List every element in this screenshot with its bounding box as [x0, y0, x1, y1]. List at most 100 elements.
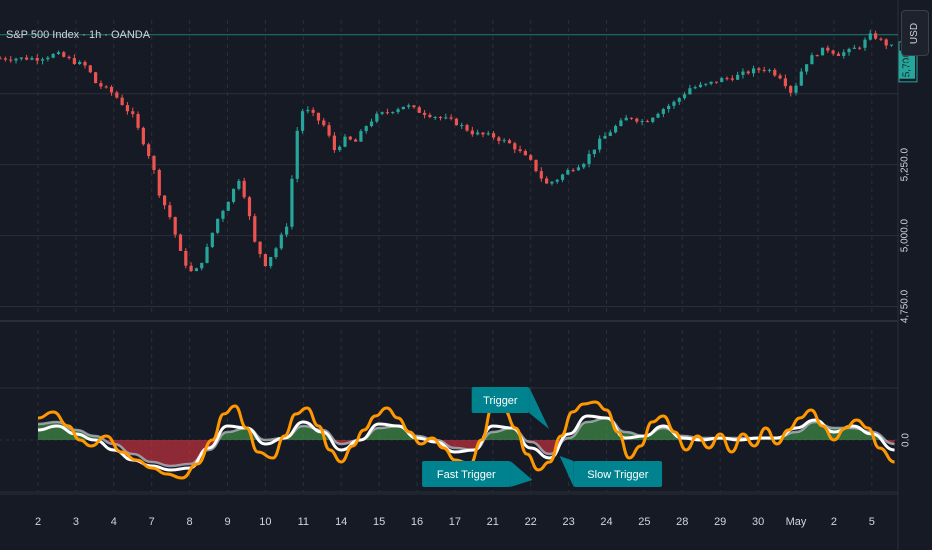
candle[interactable] [269, 257, 273, 267]
candle[interactable] [820, 47, 825, 56]
candle[interactable] [847, 48, 851, 53]
candle[interactable] [115, 92, 119, 98]
candle[interactable] [757, 68, 761, 70]
candle[interactable] [25, 57, 29, 60]
candle[interactable] [168, 205, 172, 218]
candle[interactable] [805, 64, 809, 72]
candle[interactable] [56, 52, 61, 55]
candle[interactable] [502, 140, 506, 142]
candle[interactable] [460, 125, 464, 127]
candle[interactable] [810, 55, 814, 65]
candle[interactable] [635, 118, 639, 122]
candle[interactable] [507, 140, 512, 144]
candle[interactable] [698, 84, 703, 88]
candle[interactable] [651, 117, 655, 122]
candle[interactable] [789, 86, 793, 93]
candle[interactable] [667, 105, 671, 110]
candle[interactable] [279, 234, 283, 249]
candle[interactable] [104, 86, 108, 88]
candle[interactable] [407, 105, 411, 107]
candle[interactable] [364, 126, 368, 132]
candle[interactable] [762, 69, 766, 71]
candle[interactable] [237, 180, 241, 189]
candle[interactable] [682, 94, 687, 99]
candle[interactable] [873, 33, 878, 39]
candle[interactable] [545, 178, 549, 184]
candle[interactable] [879, 38, 883, 40]
candle[interactable] [884, 39, 888, 46]
candle[interactable] [566, 170, 570, 175]
candle[interactable] [661, 109, 665, 114]
candle[interactable] [773, 69, 777, 76]
candle[interactable] [221, 210, 225, 219]
candle[interactable] [438, 117, 443, 119]
candle[interactable] [767, 69, 772, 71]
candle[interactable] [491, 133, 496, 138]
candle[interactable] [194, 268, 199, 272]
candle[interactable] [173, 217, 177, 235]
candle[interactable] [120, 97, 124, 106]
candle[interactable] [826, 47, 830, 51]
candle[interactable] [863, 39, 867, 48]
candle[interactable] [709, 81, 713, 84]
candle[interactable] [327, 125, 331, 136]
candle[interactable] [152, 156, 156, 170]
candle[interactable] [587, 154, 591, 164]
candle[interactable] [783, 78, 787, 87]
candle[interactable] [14, 58, 18, 61]
candle[interactable] [858, 47, 862, 49]
candle[interactable] [147, 144, 151, 157]
candle[interactable] [640, 121, 644, 123]
candle[interactable] [730, 78, 734, 80]
candle[interactable] [216, 218, 220, 233]
candle[interactable] [136, 114, 140, 128]
candle[interactable] [598, 138, 602, 150]
candle[interactable] [454, 118, 459, 126]
candle[interactable] [534, 159, 538, 172]
candle[interactable] [141, 127, 145, 145]
candle[interactable] [162, 195, 167, 206]
candle[interactable] [40, 59, 45, 61]
candle[interactable] [125, 105, 130, 112]
candle[interactable] [736, 74, 740, 80]
candle[interactable] [576, 167, 581, 171]
candle[interactable] [380, 112, 384, 114]
candle[interactable] [497, 137, 501, 141]
candle[interactable] [67, 56, 71, 59]
candle[interactable] [746, 71, 750, 74]
candle[interactable] [51, 54, 55, 58]
candle[interactable] [799, 71, 803, 86]
candle[interactable] [815, 55, 819, 57]
candle[interactable] [311, 109, 315, 113]
candle[interactable] [794, 85, 798, 93]
candle[interactable] [428, 114, 432, 118]
candle[interactable] [470, 130, 474, 135]
candle[interactable] [285, 226, 289, 235]
candle[interactable] [555, 179, 559, 182]
candle[interactable] [560, 174, 565, 180]
candle[interactable] [778, 75, 782, 79]
candle[interactable] [290, 178, 294, 227]
candle[interactable] [481, 132, 485, 135]
candle[interactable] [608, 132, 612, 136]
candle[interactable] [295, 130, 299, 179]
candle[interactable] [178, 234, 183, 251]
trigger-label[interactable]: Trigger [471, 387, 550, 429]
candle[interactable] [184, 250, 188, 266]
candle[interactable] [513, 143, 517, 150]
symbol-title[interactable]: S&P 500 Index · 1h · OANDA [6, 29, 151, 41]
candle[interactable] [247, 197, 252, 217]
candle[interactable] [332, 135, 336, 151]
candle[interactable] [550, 181, 554, 184]
candle[interactable] [46, 57, 50, 60]
candle[interactable] [656, 113, 660, 118]
candle[interactable] [571, 170, 575, 172]
candle[interactable] [205, 246, 209, 263]
candle[interactable] [157, 169, 161, 196]
candle[interactable] [476, 132, 480, 135]
candle[interactable] [263, 254, 267, 267]
currency-button[interactable]: USD [901, 10, 929, 56]
candle[interactable] [624, 117, 628, 121]
candle[interactable] [62, 52, 66, 57]
candle[interactable] [677, 98, 681, 102]
